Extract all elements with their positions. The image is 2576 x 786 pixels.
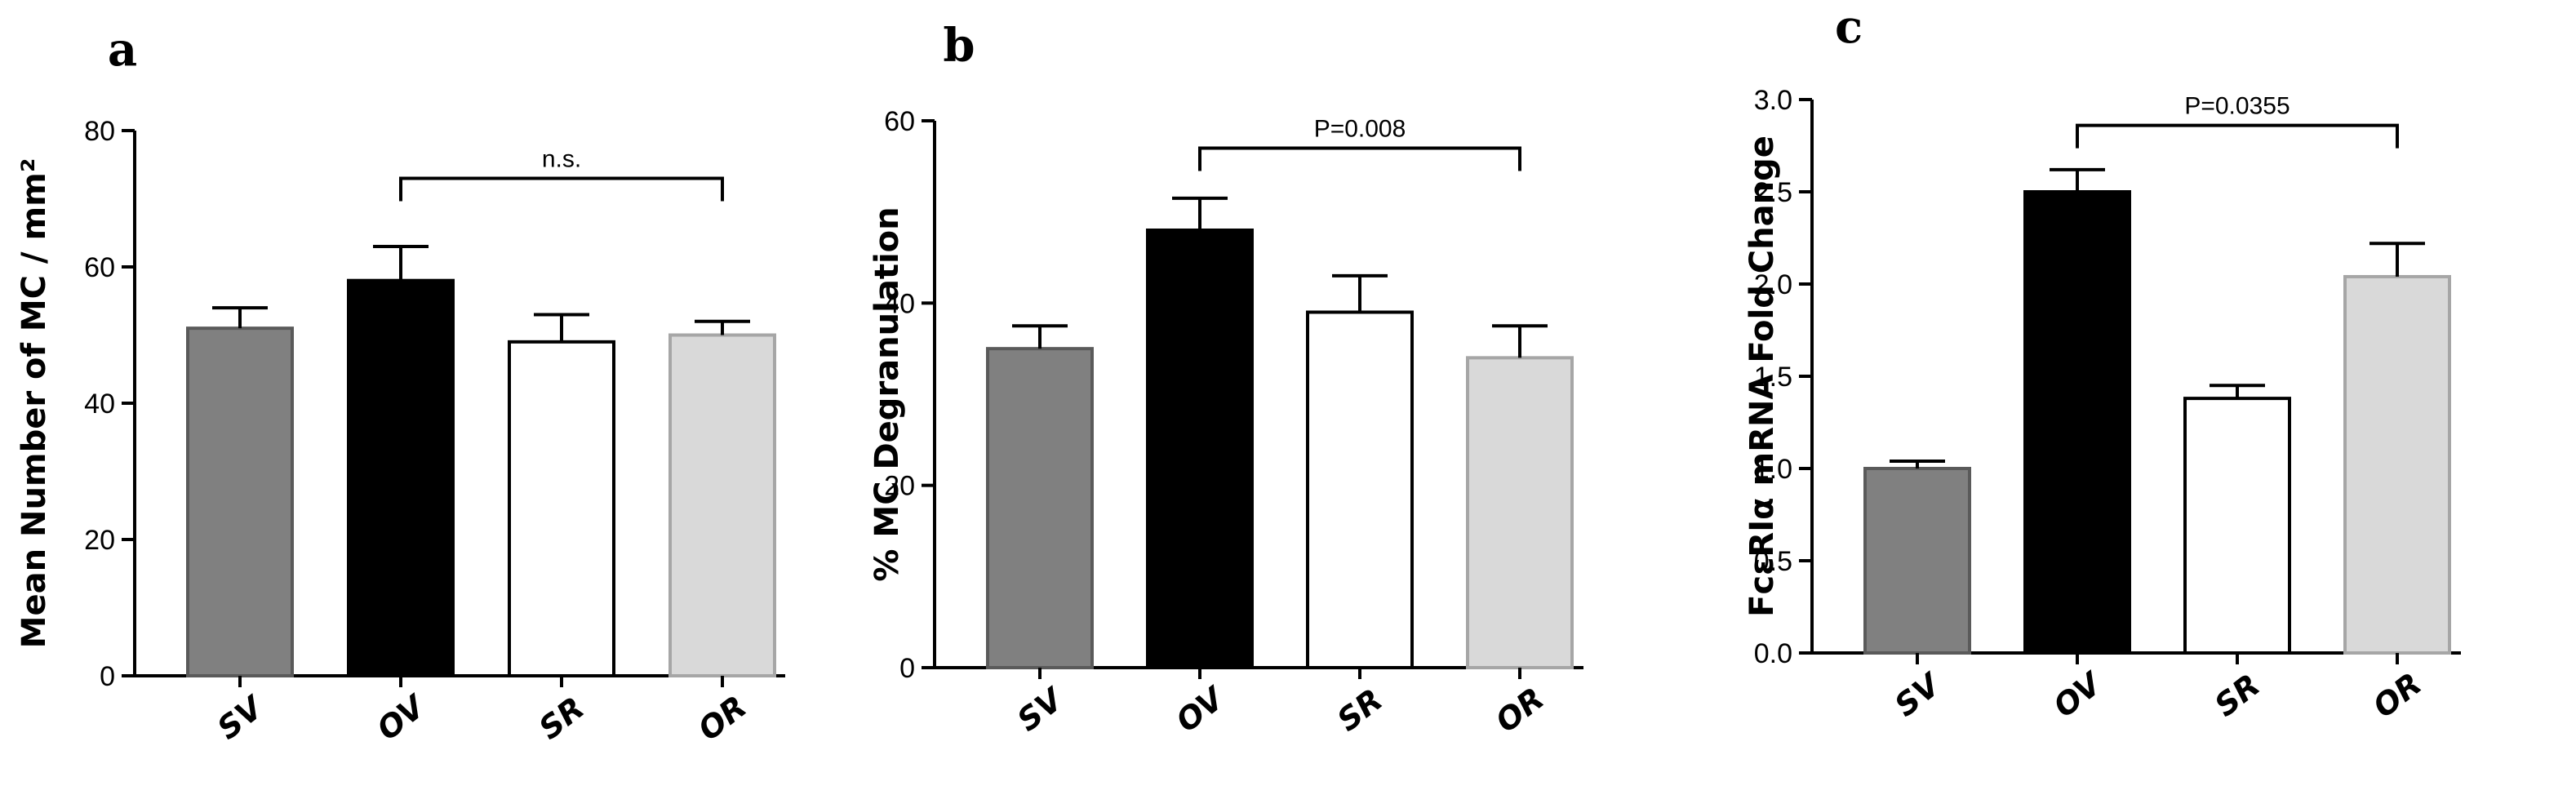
y-tick-label: 20 bbox=[884, 471, 915, 502]
chart-panel-a: a 0 20 40 60 80 Mean Number of MC / mm² SV OV SR O… bbox=[16, 23, 785, 748]
x-tick-label: SV bbox=[1888, 665, 1948, 723]
x-tick-label: OR bbox=[691, 688, 753, 748]
bar-sr bbox=[508, 340, 615, 677]
x-tick-label: SV bbox=[1010, 680, 1071, 738]
y-tick-label: 60 bbox=[884, 106, 915, 137]
y-axis-label: Mean Number of MC / mm² bbox=[16, 158, 53, 649]
y-tick-label: 20 bbox=[84, 525, 115, 556]
x-tick-label: SR bbox=[532, 690, 591, 747]
y-axis-label: % MC Degranulation bbox=[868, 206, 906, 581]
x-tick-label: SR bbox=[2208, 667, 2267, 724]
x-tick-label: OR bbox=[1489, 680, 1551, 739]
y-tick-label: 0 bbox=[899, 653, 915, 684]
y-tick-label: 80 bbox=[84, 116, 115, 147]
y-tick-label: 2.5 bbox=[1754, 177, 1792, 208]
x-tick-label: OV bbox=[2047, 664, 2110, 724]
bar-sv bbox=[1863, 467, 1971, 655]
y-tick-label: 40 bbox=[884, 288, 915, 319]
significance-label: P=0.0355 bbox=[2184, 93, 2290, 120]
significance-label: n.s. bbox=[542, 145, 581, 172]
bar-or bbox=[668, 333, 776, 677]
significance-bracket bbox=[1198, 146, 1521, 171]
y-tick-label: 40 bbox=[84, 389, 115, 420]
bar-sv bbox=[186, 326, 294, 677]
bar-sr bbox=[2183, 397, 2291, 655]
panel-letter: b bbox=[943, 19, 975, 73]
bar-or bbox=[1466, 356, 1574, 669]
significance-label: P=0.008 bbox=[1314, 116, 1406, 143]
y-tick-label: 0 bbox=[100, 661, 115, 692]
bar-sv bbox=[986, 347, 1094, 669]
y-tick-label: 1.0 bbox=[1754, 454, 1792, 485]
x-tick-label: OV bbox=[1170, 679, 1232, 739]
y-tick-label: 0.0 bbox=[1754, 638, 1792, 669]
y-tick-label: 2.0 bbox=[1754, 269, 1792, 300]
bar-or bbox=[2343, 274, 2451, 655]
x-tick-label: OR bbox=[2366, 665, 2428, 725]
chart-panel-b: b 0 20 40 60 % MC Degranulation SV OV SR OR P=0.00… bbox=[868, 19, 1583, 739]
significance-bracket bbox=[2076, 123, 2399, 149]
bar-ov bbox=[347, 278, 455, 677]
y-tick-label: 60 bbox=[84, 252, 115, 283]
y-tick-label: 1.5 bbox=[1754, 362, 1792, 393]
bar-sr bbox=[1306, 310, 1414, 669]
y-axis-label: FcεRIα mRNA Fold Change bbox=[1743, 135, 1781, 617]
x-tick-label: OV bbox=[371, 687, 433, 747]
panel-letter: c bbox=[1835, 0, 1863, 54]
x-tick-label: SV bbox=[211, 688, 271, 746]
chart-panel-c: c 0.0 0.5 1.0 1.5 2.0 2.5 3.0 FcεRIα mRNA Fold C… bbox=[1743, 0, 2461, 725]
bar-ov bbox=[2023, 190, 2131, 655]
x-tick-label: SR bbox=[1330, 682, 1389, 739]
y-tick-label: 0.5 bbox=[1754, 546, 1792, 577]
y-tick-label: 3.0 bbox=[1754, 85, 1792, 116]
panel-letter: a bbox=[108, 23, 137, 77]
significance-bracket bbox=[399, 176, 724, 202]
bar-ov bbox=[1146, 229, 1254, 669]
